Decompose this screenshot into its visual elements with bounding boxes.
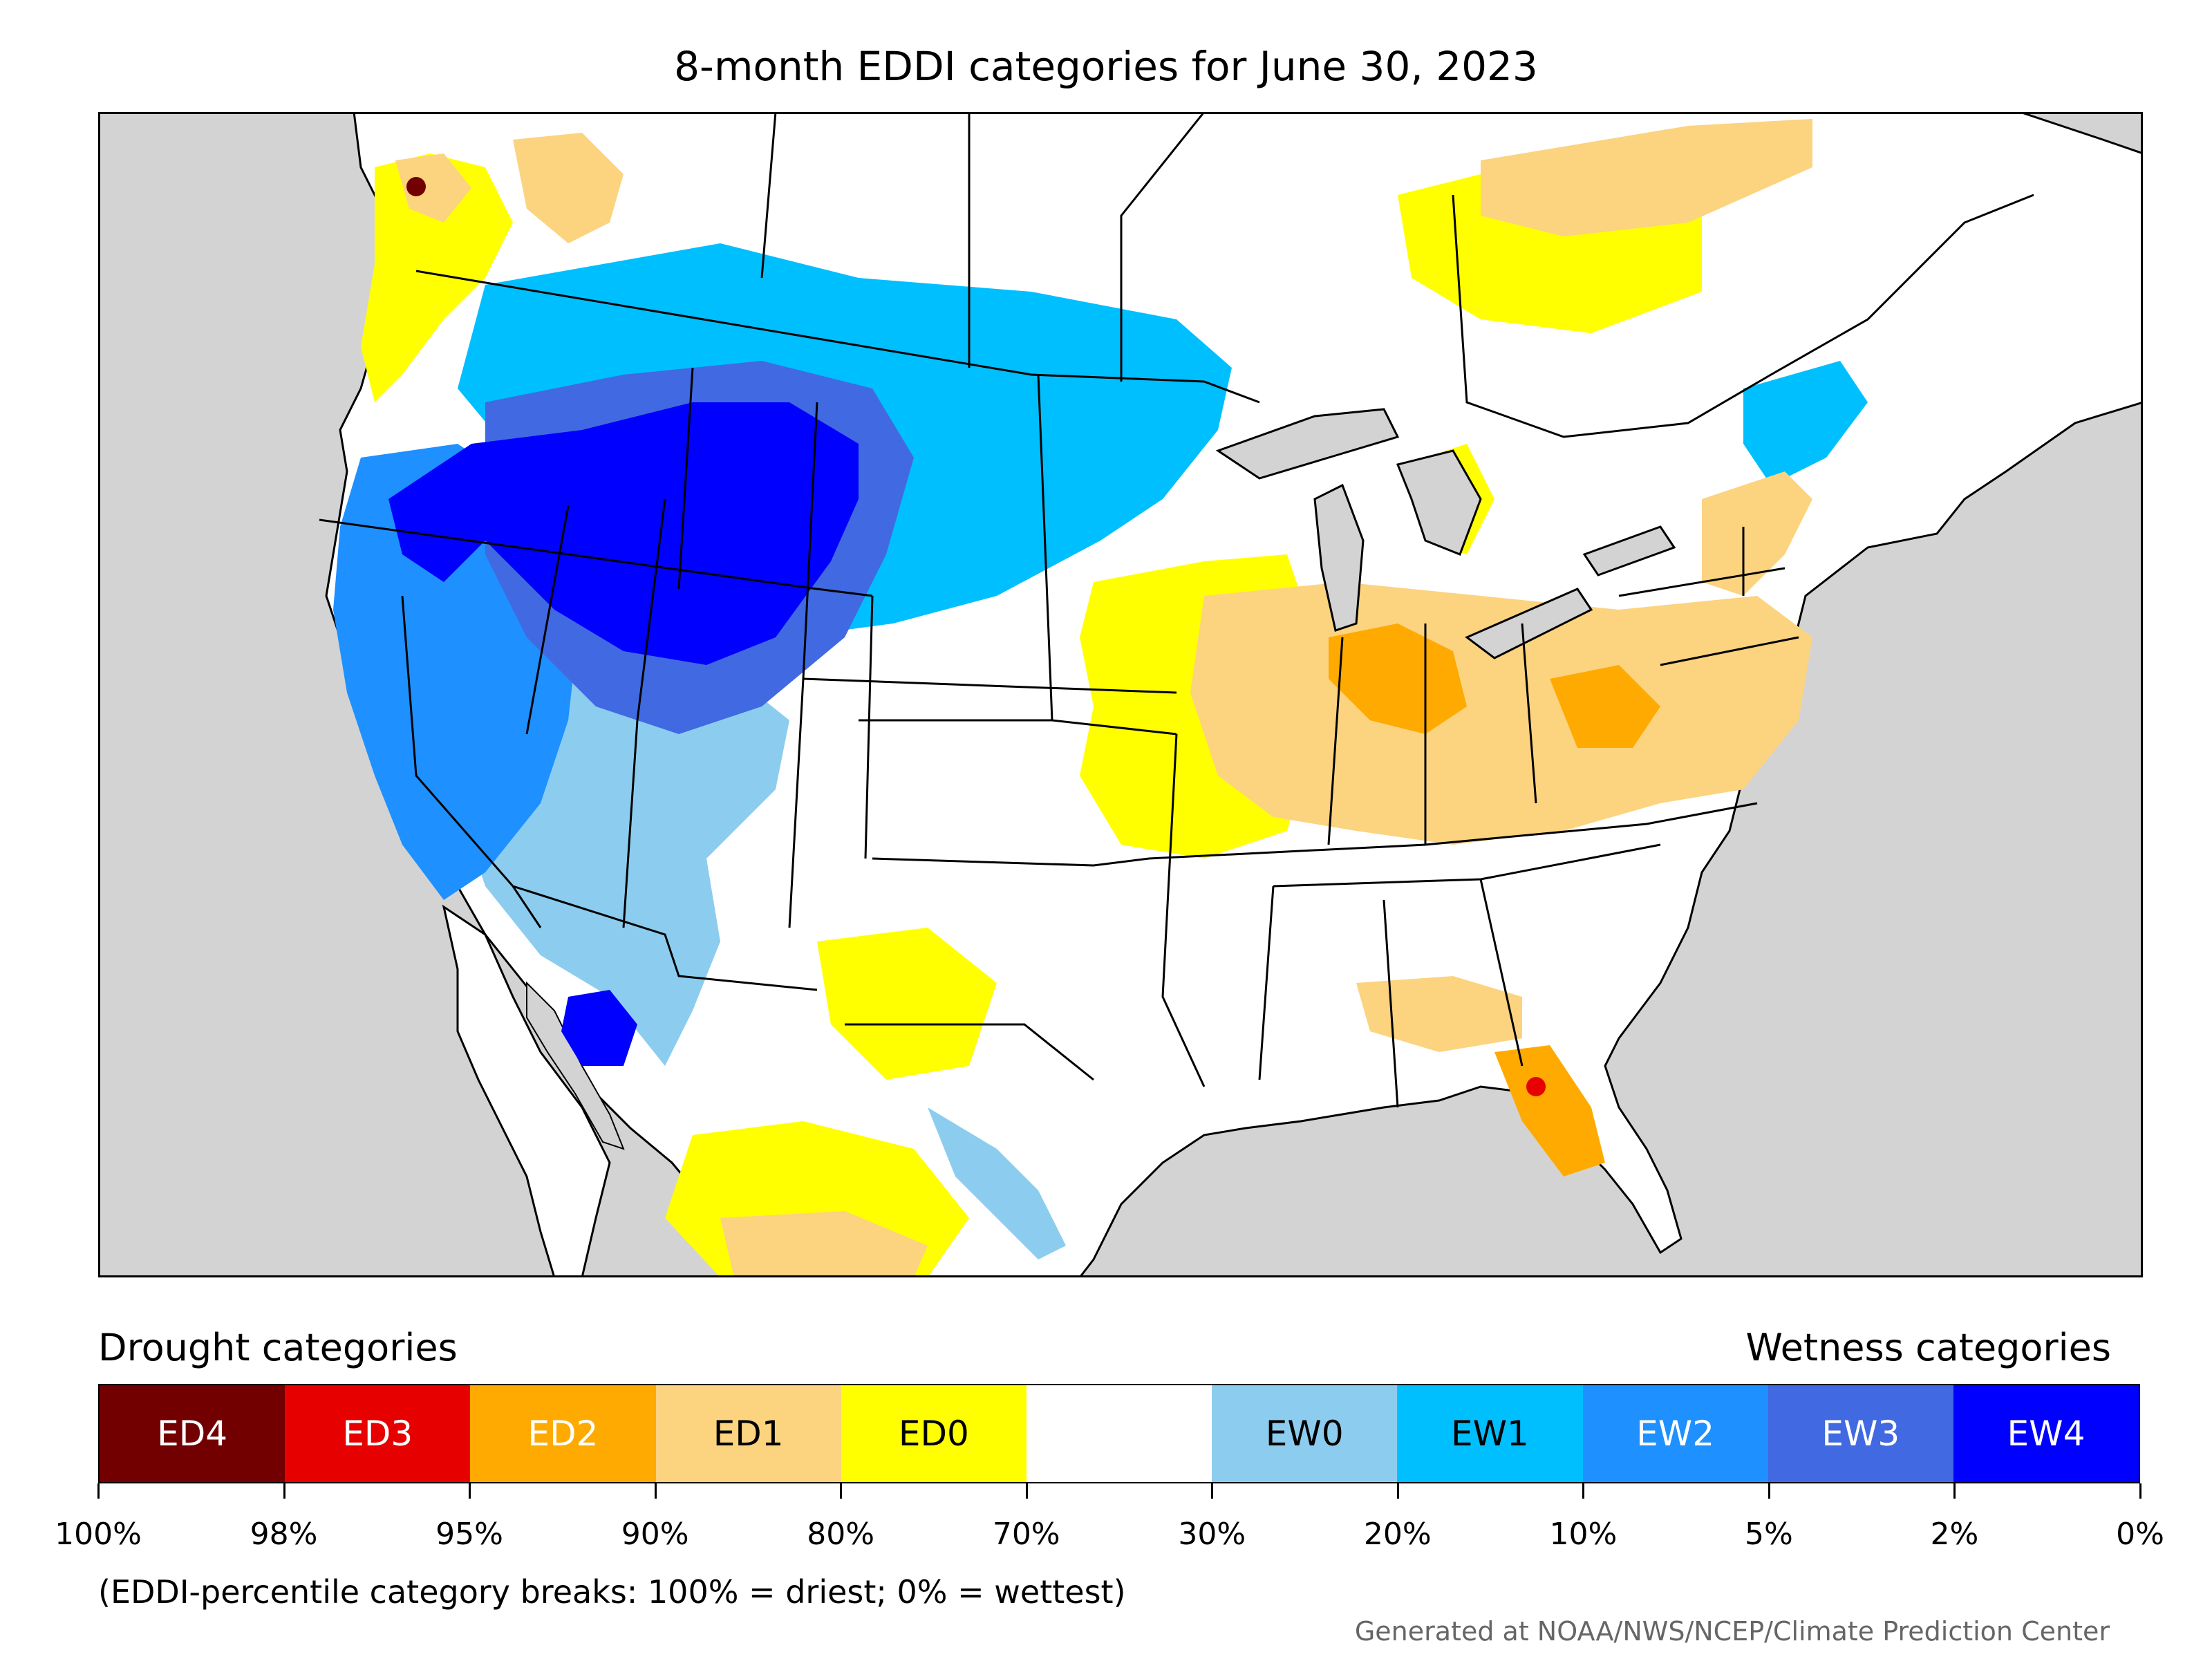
drought-fields [361, 119, 1812, 1277]
colorbar-tick [283, 1483, 285, 1499]
region-great-basin-wet [388, 402, 859, 665]
colorbar-cell-ed3: ED3 [285, 1385, 471, 1482]
colorbar-tick [654, 1483, 657, 1499]
colorbar-tick-label: 80% [807, 1517, 875, 1552]
region-florida-hotspot [1526, 1077, 1546, 1096]
region-bc-hotspot [406, 177, 426, 196]
colorbar-cell-ew3: EW3 [1768, 1385, 1953, 1482]
region-quebec-dry [1481, 119, 1812, 236]
region-texas-coast-wet [928, 1107, 1066, 1259]
region-southwest-pocket-wet [561, 990, 637, 1066]
colorbar-tick [1582, 1483, 1585, 1499]
colorbar-tick-label: 2% [1930, 1517, 1979, 1552]
region-gulf-coast-dry [1356, 976, 1522, 1052]
region-texas-dry [817, 928, 997, 1080]
colorbar-cell-normal [1026, 1385, 1212, 1482]
colorbar-tick [1768, 1483, 1770, 1499]
region-mexico-dry-core [720, 1211, 928, 1277]
region-pacific-northwest-dry [361, 153, 513, 402]
colorbar-tick [840, 1483, 843, 1499]
colorbar-cell-ew1: EW1 [1397, 1385, 1583, 1482]
great-lakes [1215, 408, 1676, 659]
colorbar-cell-ew4: EW4 [1953, 1385, 2139, 1482]
colorbar-tick [97, 1483, 100, 1499]
eddi-map [98, 112, 2143, 1277]
map-title: 8-month EDDI categories for June 30, 202… [674, 43, 1538, 90]
colorbar-ticks [97, 1483, 2141, 1500]
region-maritimes-wet [1743, 361, 1868, 485]
colorbar-tick [1025, 1483, 1028, 1499]
colorbar-tick [469, 1483, 471, 1499]
colorbar-cell-ed1: ED1 [655, 1385, 841, 1482]
colorbar-tick [1396, 1483, 1399, 1499]
region-midwest-core-dry [1329, 624, 1467, 734]
colorbar-tick-label: 0% [2116, 1517, 2164, 1552]
colorbar-tick-label: 95% [435, 1517, 503, 1552]
borders [319, 112, 2034, 1108]
wetness-categories-heading: Wetness categories [1745, 1326, 2111, 1369]
region-bc-interior-dry [513, 133, 624, 243]
colorbar-cell-ew2: EW2 [1582, 1385, 1768, 1482]
colorbar-tick-label: 30% [1178, 1517, 1246, 1552]
drought-categories-heading: Drought categories [98, 1326, 458, 1369]
colorbar-cell-ew0: EW0 [1212, 1385, 1398, 1482]
colorbar-tick [1211, 1483, 1214, 1499]
wetness-fields [333, 243, 1868, 1259]
region-florida-dry [1494, 1045, 1605, 1177]
colorbar-cell-ed4: ED4 [100, 1385, 285, 1482]
colorbar-tick-label: 5% [1745, 1517, 1793, 1552]
colorbar-tick-label: 98% [250, 1517, 318, 1552]
colorbar-tick-label: 100% [55, 1517, 142, 1552]
colorbar-tick-label: 10% [1549, 1517, 1618, 1552]
category-colorbar: ED4 ED3 ED2 ED1 ED0 EW0 EW1 EW2 EW3 EW4 [98, 1384, 2140, 1483]
colorbar-tick [2139, 1483, 2141, 1499]
colorbar-tick-label: 20% [1363, 1517, 1432, 1552]
colorbar-cell-ed0: ED0 [841, 1385, 1027, 1482]
region-appalachia-core-dry [1550, 665, 1660, 748]
region-northwest-bc-dry [395, 153, 471, 223]
baja-peninsula [442, 904, 611, 1277]
colorbar-cell-ed2: ED2 [470, 1385, 656, 1482]
region-northeast-dry [1702, 471, 1812, 596]
credit-line: Generated at NOAA/NWS/NCEP/Climate Predi… [1354, 1616, 2110, 1647]
category-breaks-note: (EDDI-percentile category breaks: 100% =… [98, 1573, 1126, 1611]
colorbar-tick-label: 90% [621, 1517, 689, 1552]
colorbar-tick [1953, 1483, 1956, 1499]
map-frame [98, 112, 2143, 1277]
colorbar-tick-label: 70% [992, 1517, 1060, 1552]
